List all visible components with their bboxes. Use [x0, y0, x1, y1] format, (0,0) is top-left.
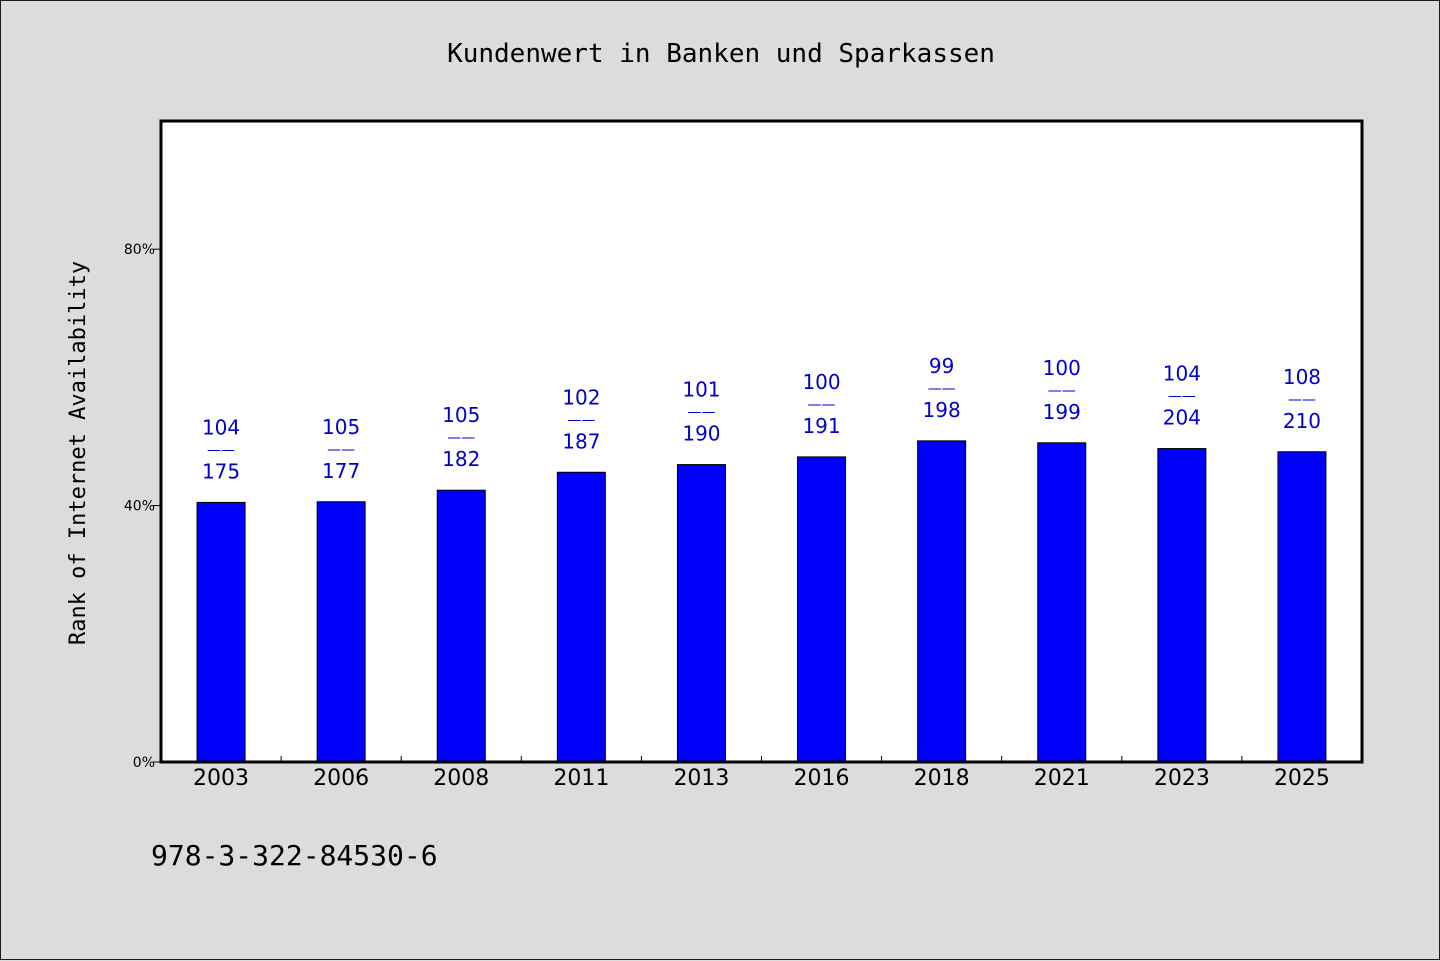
bar	[1277, 451, 1327, 763]
bar-label-bottom: 210	[1283, 409, 1321, 433]
y-axis-label: Rank of Internet Availability	[66, 261, 91, 645]
bar	[196, 501, 246, 763]
bar-label-separator: ——	[687, 405, 715, 421]
bar	[797, 456, 847, 763]
bar	[676, 464, 726, 763]
bar-label-separator: ——	[447, 430, 475, 446]
x-tick-label: 2025	[1274, 766, 1330, 791]
y-axis: 0% 40% 80%	[124, 242, 161, 771]
x-tick-label: 2021	[1034, 766, 1090, 791]
plot-frame	[159, 119, 1364, 764]
bar	[917, 440, 967, 763]
x-tick-label: 2018	[914, 766, 970, 791]
bar-label-top: 104	[1163, 362, 1201, 386]
x-tick-label: 2023	[1154, 766, 1210, 791]
x-axis: 2003 2006 2008 2011 2013 2016 2018 2021 2023 2025	[193, 756, 1330, 791]
bar-label-top: 108	[1283, 365, 1321, 389]
bars	[196, 440, 1327, 763]
bar	[316, 501, 366, 763]
bar-label-top: 102	[562, 385, 600, 409]
x-tick-label: 2011	[553, 766, 609, 791]
x-tick-label: 2008	[433, 766, 489, 791]
bar-label-bottom: 199	[1043, 400, 1081, 424]
x-tick-label: 2003	[193, 766, 249, 791]
bar-label-top: 105	[442, 403, 480, 427]
bar-label-bottom: 204	[1163, 406, 1201, 430]
bar-label-bottom: 182	[442, 447, 480, 471]
bar-label-bottom: 198	[923, 398, 961, 422]
bar-label-separator: ——	[928, 381, 956, 397]
bar-label-bottom: 190	[682, 422, 720, 446]
bar-label-separator: ——	[207, 442, 235, 458]
y-tick-label: 0%	[133, 755, 155, 771]
bar-label-separator: ——	[808, 397, 836, 413]
bar-label-separator: ——	[1048, 383, 1076, 399]
bar-label-bottom: 191	[802, 414, 840, 438]
bar-label-bottom: 175	[202, 459, 240, 483]
chart-title: Kundenwert in Banken und Sparkassen	[447, 39, 995, 69]
bar-label-bottom: 187	[562, 429, 600, 453]
bar-label-top: 104	[202, 415, 240, 439]
x-tick-label: 2013	[673, 766, 729, 791]
x-tick-label: 2016	[794, 766, 850, 791]
bar-label-top: 99	[929, 354, 954, 378]
bar-label-top: 100	[1043, 356, 1081, 380]
bar	[436, 489, 486, 763]
y-tick-label: 40%	[124, 499, 155, 515]
bar-label-separator: ——	[567, 412, 595, 428]
isbn-footer: 978-3-322-84530-6	[151, 839, 438, 872]
bar-label-separator: ——	[1168, 389, 1196, 405]
y-tick-label: 80%	[124, 242, 155, 258]
bar-labels: 104——175105——177105——182102——187101——190…	[202, 354, 1321, 484]
bar	[1157, 448, 1207, 763]
bar-label-separator: ——	[1288, 392, 1316, 408]
bar-label-top: 105	[322, 415, 360, 439]
x-tick-label: 2006	[313, 766, 369, 791]
bar-label-top: 100	[802, 370, 840, 394]
bar-label-top: 101	[682, 378, 720, 402]
bar-label-separator: ——	[327, 442, 355, 458]
bar	[1037, 442, 1087, 763]
bar	[556, 471, 606, 763]
bar-label-bottom: 177	[322, 459, 360, 483]
